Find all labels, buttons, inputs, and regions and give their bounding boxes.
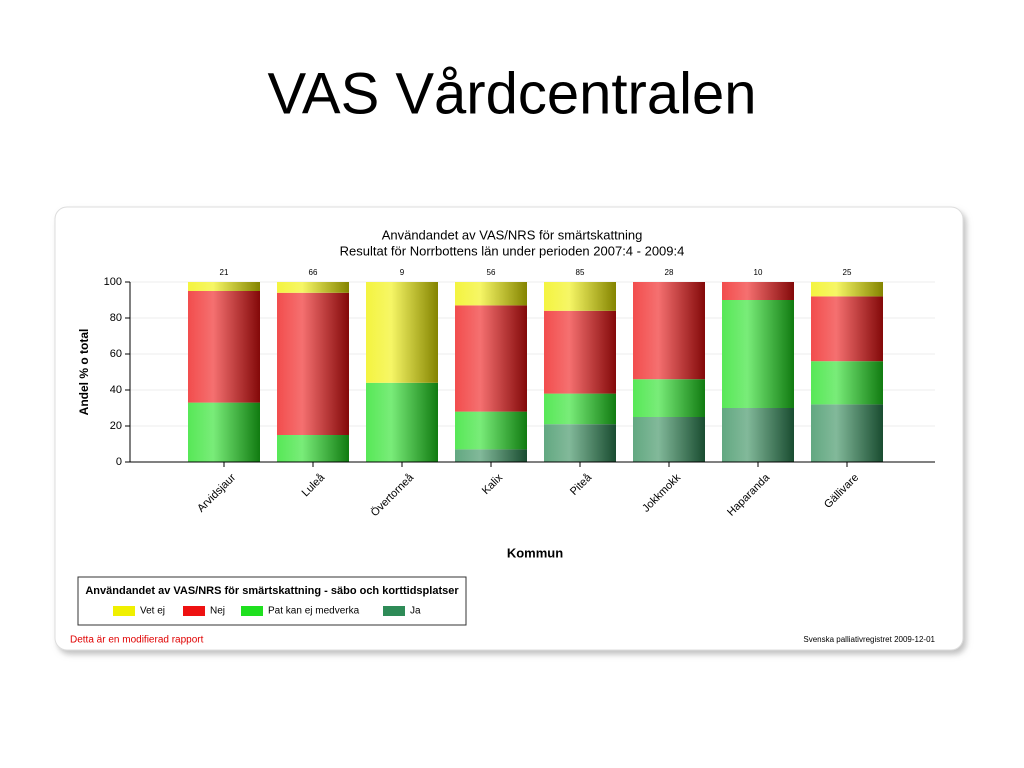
bar-segment: [722, 300, 794, 408]
x-axis-label: Kommun: [507, 545, 563, 560]
bar-segment: [633, 282, 705, 380]
bar-total-label: 9: [400, 268, 405, 277]
slide-title: VAS Vårdcentralen: [268, 61, 757, 126]
legend-swatch: [113, 606, 135, 616]
y-axis-label: Andel % o total: [77, 329, 91, 416]
y-tick-label: 40: [110, 384, 122, 396]
bar-segment: [722, 282, 794, 300]
bar-segment: [811, 404, 883, 462]
bar-segment: [811, 361, 883, 405]
y-tick-label: 80: [110, 312, 122, 324]
legend-label: Vet ej: [140, 606, 165, 617]
y-tick-label: 0: [116, 456, 122, 468]
note: Detta är en modifierad rapport: [70, 635, 204, 646]
chart-title: Användandet av VAS/NRS för smärtskattnin…: [382, 227, 643, 242]
source: Svenska palliativregistret 2009-12-01: [803, 635, 935, 644]
bar-segment: [188, 291, 260, 403]
legend-swatch: [241, 606, 263, 616]
bar-segment: [544, 393, 616, 425]
y-tick-label: 100: [104, 276, 122, 288]
bar-segment: [455, 411, 527, 450]
y-tick-label: 60: [110, 348, 122, 360]
legend-label: Ja: [410, 606, 421, 617]
bar-segment: [544, 282, 616, 311]
bar-total-label: 28: [665, 268, 674, 277]
bar-segment: [277, 435, 349, 462]
legend-box: [77, 576, 467, 626]
legend-title: Användandet av VAS/NRS för smärtskattnin…: [85, 585, 459, 597]
bar-segment: [277, 282, 349, 293]
bar-segment: [544, 310, 616, 394]
bar-segment: [188, 402, 260, 462]
legend-swatch: [183, 606, 205, 616]
y-tick-label: 20: [110, 420, 122, 432]
legend-label: Pat kan ej medverka: [268, 606, 360, 617]
bar-segment: [188, 282, 260, 291]
bar-segment: [811, 282, 883, 297]
chart-subtitle: Resultat för Norrbottens län under perio…: [340, 243, 685, 258]
bar-total-label: 21: [220, 268, 229, 277]
bar-total-label: 66: [309, 268, 318, 277]
legend-swatch: [383, 606, 405, 616]
bar-total-label: 25: [843, 268, 852, 277]
bar-segment: [811, 296, 883, 362]
bar-total-label: 85: [576, 268, 585, 277]
bar-segment: [633, 417, 705, 462]
bar-total-label: 10: [754, 268, 763, 277]
bar-segment: [277, 292, 349, 435]
bar-segment: [455, 305, 527, 412]
bar-segment: [722, 408, 794, 462]
bar-segment: [455, 449, 527, 462]
bar-segment: [366, 382, 438, 462]
bar-segment: [366, 282, 438, 383]
bar-segment: [633, 379, 705, 417]
bar-total-label: 56: [487, 268, 496, 277]
bar-segment: [544, 424, 616, 462]
legend-label: Nej: [210, 606, 225, 617]
bar-segment: [455, 282, 527, 306]
